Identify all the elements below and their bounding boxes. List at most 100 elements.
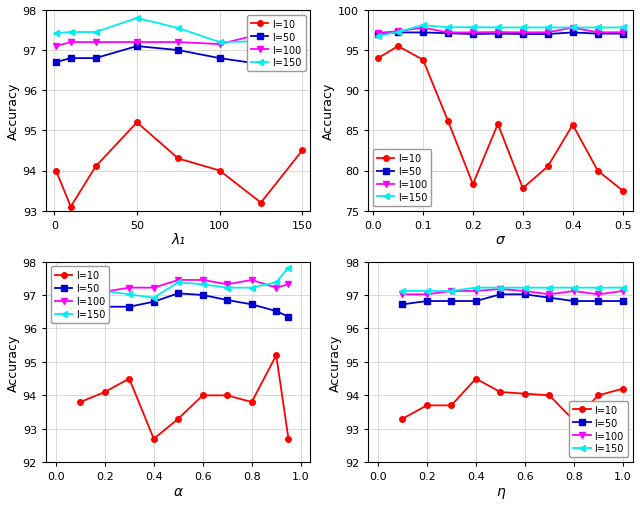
X-axis label: α: α (173, 484, 183, 498)
l=50 (199, 292, 207, 298)
l=100 (423, 292, 431, 298)
l=150 (619, 285, 627, 291)
l=50 (519, 32, 527, 38)
l=150 (399, 288, 406, 294)
l=150 (570, 285, 578, 291)
l=150 (469, 25, 477, 31)
l=10 (374, 56, 382, 62)
l=100 (223, 282, 231, 288)
l=50 (423, 298, 431, 305)
Y-axis label: Accuracy: Accuracy (329, 334, 342, 391)
l=100 (619, 30, 627, 36)
l=50 (619, 31, 627, 37)
l=150 (216, 40, 223, 46)
Line: l=100: l=100 (375, 26, 625, 36)
l=100 (101, 289, 109, 295)
l=50 (497, 292, 504, 298)
l=10 (199, 392, 207, 398)
Y-axis label: Accuracy: Accuracy (323, 82, 335, 140)
l=50 (544, 32, 552, 38)
l=150 (125, 292, 133, 298)
l=100 (519, 30, 527, 36)
Line: l=50: l=50 (399, 292, 625, 308)
l=150 (101, 288, 109, 294)
l=10 (257, 200, 265, 206)
l=100 (594, 30, 602, 36)
l=150 (519, 25, 527, 31)
l=10 (569, 123, 577, 129)
l=50 (175, 291, 182, 297)
l=10 (67, 204, 75, 210)
l=100 (494, 30, 502, 36)
l=50 (67, 56, 75, 62)
l=50 (419, 30, 427, 36)
l=50 (545, 295, 553, 301)
l=50 (521, 292, 529, 298)
Line: l=50: l=50 (77, 291, 291, 320)
l=100 (67, 40, 75, 46)
Line: l=100: l=100 (399, 287, 625, 297)
l=10 (76, 399, 84, 406)
l=50 (469, 32, 477, 38)
l=50 (52, 60, 60, 66)
Line: l=50: l=50 (53, 44, 305, 68)
l=100 (497, 286, 504, 292)
l=150 (248, 285, 255, 291)
l=150 (494, 25, 502, 31)
l=100 (469, 30, 477, 36)
l=10 (545, 392, 553, 398)
l=150 (76, 291, 84, 297)
l=150 (497, 285, 504, 291)
l=150 (150, 295, 157, 301)
l=50 (594, 31, 602, 37)
Line: l=150: l=150 (77, 265, 291, 301)
l=50 (447, 298, 455, 305)
l=100 (298, 31, 306, 37)
l=150 (569, 25, 577, 31)
l=100 (199, 277, 207, 283)
l=150 (545, 285, 553, 291)
l=150 (374, 33, 382, 39)
l=50 (472, 298, 480, 305)
l=150 (423, 288, 431, 294)
Line: l=10: l=10 (375, 44, 625, 194)
l=150 (594, 25, 602, 31)
l=10 (423, 402, 431, 409)
l=50 (92, 56, 99, 62)
Line: l=10: l=10 (77, 352, 291, 442)
Line: l=100: l=100 (77, 278, 291, 295)
l=100 (125, 285, 133, 291)
l=50 (257, 62, 265, 68)
Y-axis label: Accuracy: Accuracy (7, 334, 20, 391)
l=100 (133, 40, 141, 46)
l=150 (298, 35, 306, 41)
l=10 (494, 122, 502, 128)
l=100 (216, 42, 223, 48)
l=50 (394, 30, 402, 36)
l=50 (101, 304, 109, 310)
Legend: l=10, l=50, l=100, l=150: l=10, l=50, l=100, l=150 (247, 16, 306, 72)
l=150 (175, 280, 182, 286)
l=10 (619, 386, 627, 392)
l=150 (595, 285, 602, 291)
Legend: l=10, l=50, l=100, l=150: l=10, l=50, l=100, l=150 (373, 150, 431, 207)
l=10 (223, 392, 231, 398)
l=50 (248, 301, 255, 308)
l=10 (175, 156, 182, 162)
l=50 (298, 48, 306, 54)
l=50 (133, 44, 141, 50)
l=50 (494, 31, 502, 37)
l=150 (444, 25, 452, 31)
l=10 (469, 182, 477, 188)
l=100 (569, 26, 577, 32)
l=100 (248, 277, 255, 283)
l=150 (619, 25, 627, 31)
l=100 (619, 288, 627, 294)
l=10 (595, 392, 602, 398)
l=100 (595, 292, 602, 298)
l=10 (273, 352, 280, 359)
l=150 (133, 16, 141, 22)
l=50 (150, 299, 157, 305)
l=10 (150, 436, 157, 442)
l=50 (216, 56, 223, 62)
